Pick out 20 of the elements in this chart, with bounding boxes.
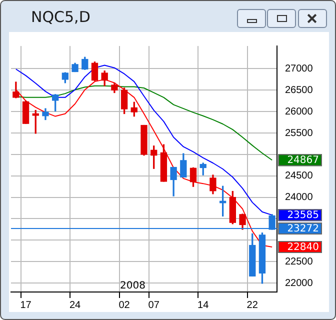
x-tick-label: 17 (20, 300, 32, 311)
y-tick-label: 22000 (285, 278, 314, 289)
data-label: 23585 (287, 210, 319, 222)
data-label: 22840 (287, 242, 319, 254)
ref-line-label: 23272 (287, 224, 319, 235)
y-tick-label: 27000 (285, 63, 314, 74)
y-tick-label: 26000 (285, 106, 314, 118)
y-tick-label: 22500 (285, 256, 314, 268)
x-tick-label: 22 (246, 300, 258, 311)
x-tick-label: 14 (198, 300, 210, 311)
annotation: 2008 (120, 280, 146, 292)
y-tick-label: 26500 (285, 84, 314, 96)
data-label: 24867 (287, 155, 319, 166)
y-tick-label: 24000 (285, 192, 314, 204)
x-tick-label: 02 (118, 300, 130, 311)
y-tick-label: 25500 (285, 128, 314, 139)
y-tick-label: 24500 (285, 170, 314, 182)
x-tick-label: 24 (69, 300, 82, 311)
chart-title: NQC5,D (31, 8, 90, 26)
x-tick-label: 07 (148, 300, 160, 311)
